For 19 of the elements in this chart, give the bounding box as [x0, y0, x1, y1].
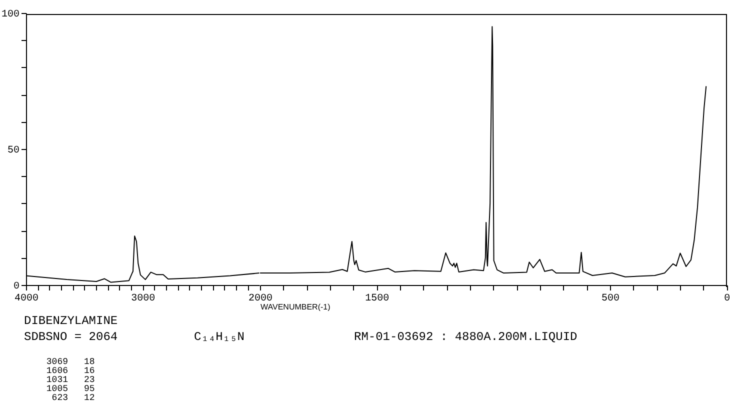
text: C₁₄H₁₅N: [194, 330, 246, 344]
text: 3069 18: [46, 357, 95, 367]
text: 1606 16: [46, 366, 95, 376]
y-tick-label: 0: [13, 282, 20, 292]
x-tick-label: 0: [724, 294, 730, 304]
x-tick-label: 3000: [131, 294, 156, 304]
x-tick-label: 1500: [365, 294, 390, 304]
text: SDBSNO = 2064: [24, 330, 119, 344]
x-tick-label: 500: [601, 294, 620, 304]
text: 623 12: [52, 393, 95, 403]
text: 1005 95: [46, 384, 95, 394]
x-tick-label: 4000: [14, 294, 39, 304]
text: DIBENZYLAMINE: [24, 314, 118, 328]
x-tick-label: 2000: [248, 294, 273, 304]
text: RM-01-03692 : 4880A.200M.LIQUID: [354, 330, 578, 344]
x-axis-title: WAVENUMBER(-1): [260, 302, 331, 312]
y-tick-label: 100: [1, 10, 20, 20]
text: 1031 23: [46, 375, 95, 385]
y-tick-label: 50: [7, 146, 20, 156]
